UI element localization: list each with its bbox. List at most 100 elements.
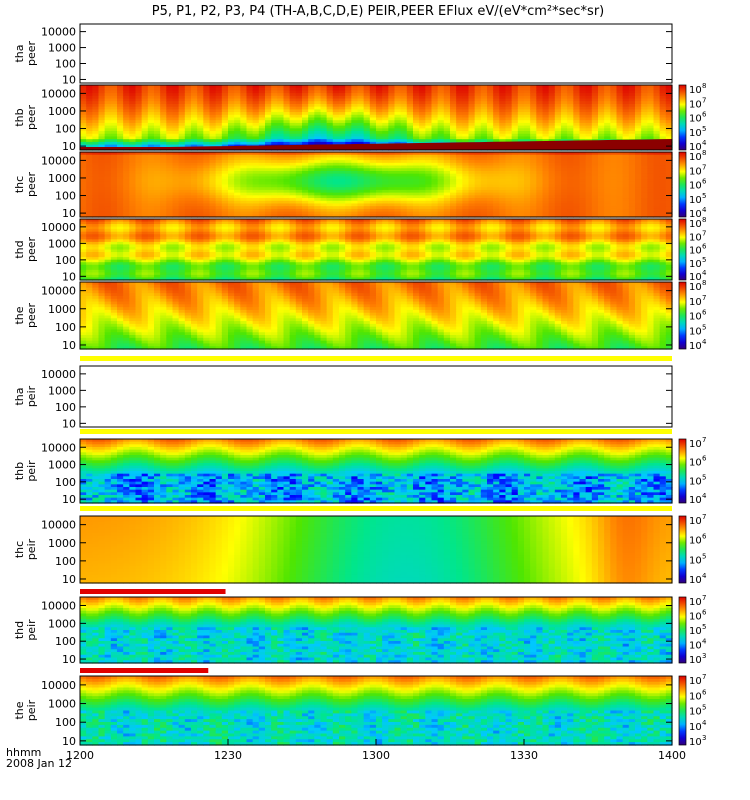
- spectrogram-cell: [363, 117, 371, 121]
- spectrogram-cell: [635, 95, 642, 100]
- spectrogram-cell: [295, 128, 303, 132]
- spectrogram-cell: [561, 85, 568, 89]
- spectrogram-cell: [406, 198, 414, 202]
- spectrogram-cell: [363, 211, 371, 215]
- spectrogram-cell: [209, 136, 217, 140]
- spectrogram-cell: [197, 120, 204, 124]
- spectrogram-cell: [351, 168, 359, 172]
- spectrogram-cell: [289, 187, 297, 191]
- spectrogram-cell: [628, 192, 636, 196]
- spectrogram-cell: [203, 195, 211, 199]
- spectrogram-cell: [129, 112, 137, 116]
- spectrogram-cell: [271, 184, 278, 188]
- spectrogram-cell: [295, 98, 303, 102]
- spectrogram-cell: [98, 198, 106, 202]
- spectrogram-cell: [450, 181, 457, 186]
- spectrogram-cell: [123, 95, 130, 100]
- spectrogram-cell: [487, 206, 494, 210]
- spectrogram-cell: [511, 195, 519, 199]
- spectrogram-cell: [283, 189, 291, 194]
- spectrogram-cell: [209, 203, 217, 207]
- spectrogram-cell: [252, 198, 260, 202]
- spectrogram-cell: [456, 136, 463, 140]
- spectrogram-cell: [166, 95, 174, 100]
- spectrogram-cell: [450, 125, 457, 129]
- spectrogram-cell: [517, 122, 525, 127]
- spectrogram-cell: [499, 176, 507, 180]
- spectrogram-cell: [462, 211, 470, 215]
- spectrogram-cell: [289, 157, 297, 161]
- y-tick-label: 10000: [41, 26, 76, 39]
- spectrogram-cell: [363, 125, 371, 129]
- spectrogram-cell: [265, 173, 272, 177]
- spectrogram-cell: [123, 179, 130, 183]
- spectrogram-cell: [117, 120, 124, 124]
- spectrogram-cell: [573, 112, 581, 116]
- spectrogram-cell: [283, 93, 291, 97]
- spectrogram-cell: [567, 152, 574, 156]
- spectrogram-cell: [258, 181, 266, 186]
- spectrogram-cell: [431, 214, 439, 218]
- spectrogram-cell: [110, 128, 118, 132]
- spectrogram-cell: [548, 195, 556, 199]
- spectrogram-cell: [339, 176, 346, 180]
- spectrogram-cell: [191, 90, 198, 94]
- spectrogram-cell: [104, 136, 112, 140]
- spectrogram-cell: [215, 192, 223, 196]
- spectrogram-cell: [154, 214, 161, 218]
- spectrogram-cell: [474, 168, 482, 172]
- spectrogram-cell: [92, 122, 100, 127]
- spectrogram-cell: [635, 93, 642, 97]
- spectrogram-cell: [345, 173, 352, 177]
- spectrogram-cell: [332, 87, 340, 92]
- spectrogram-cell: [591, 85, 599, 89]
- spectrogram-cell: [413, 211, 420, 215]
- spectrogram-cell: [98, 267, 106, 271]
- spectrogram-cell: [628, 200, 636, 205]
- spectrogram-cell: [406, 98, 414, 102]
- spectrogram-cell: [635, 120, 642, 124]
- spectrogram-cell: [505, 162, 513, 167]
- spectrogram-cell: [191, 206, 198, 210]
- spectrogram-cell: [265, 136, 272, 140]
- spectrogram-cell: [573, 120, 581, 124]
- spectrogram-cell: [622, 203, 630, 207]
- spectrogram-cell: [295, 179, 303, 183]
- spectrogram-cell: [591, 90, 599, 94]
- spectrogram-cell: [172, 211, 180, 215]
- spectrogram-cell: [579, 198, 587, 202]
- spectrogram-cell: [86, 239, 93, 243]
- spectrogram-cell: [616, 165, 624, 169]
- spectrogram-cell: [80, 269, 87, 273]
- spectrogram-cell: [104, 211, 112, 215]
- spectrogram-cell: [647, 101, 655, 105]
- spectrogram-cell: [351, 120, 359, 124]
- spectrogram-cell: [376, 122, 383, 127]
- spectrogram-cell: [382, 98, 389, 102]
- spectrogram-cell: [437, 139, 445, 143]
- spectrogram-cell: [394, 195, 402, 199]
- spectrogram-cell: [425, 200, 433, 205]
- spectrogram-cell: [499, 198, 507, 202]
- spectrogram-cell: [110, 141, 118, 146]
- spectrogram-cell: [228, 173, 235, 177]
- spectrogram-cell: [302, 189, 309, 194]
- spectrogram-cell: [567, 195, 574, 199]
- spectrogram-cell: [135, 198, 143, 202]
- spectrogram-cell: [135, 122, 143, 127]
- spectrogram-cell: [326, 211, 334, 215]
- spectrogram-cell: [154, 173, 161, 177]
- spectrogram-cell: [283, 195, 291, 199]
- spectrogram-cell: [376, 195, 383, 199]
- spectrogram-cell: [369, 160, 377, 164]
- spectrogram-cell: [110, 122, 118, 127]
- spectrogram-cell: [265, 122, 272, 127]
- spectrogram-cell: [628, 114, 636, 119]
- spectrogram-cell: [283, 165, 291, 169]
- spectrogram-cell: [345, 192, 352, 196]
- spectrogram-cell: [172, 95, 180, 100]
- spectrogram-cell: [203, 125, 211, 129]
- spectrogram-cell: [363, 170, 371, 175]
- spectrogram-cell: [117, 144, 124, 148]
- spectrogram-cell: [456, 160, 463, 164]
